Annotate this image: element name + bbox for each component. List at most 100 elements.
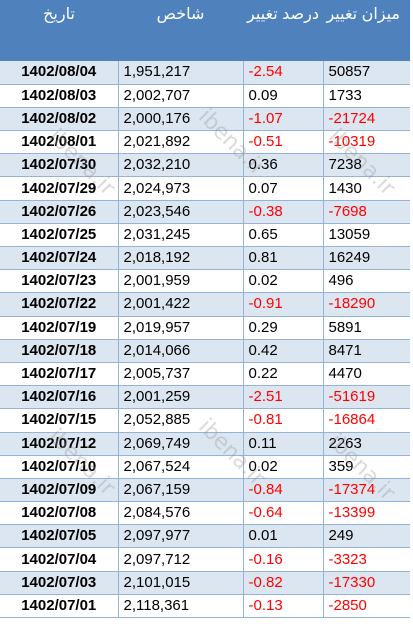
index-cell: 2,101,015 (117, 571, 243, 595)
date-cell: 1402/07/19 (0, 316, 118, 340)
table-row: 1402/07/09 2,067,159 -0.84 -17374 (0, 478, 410, 503)
index-cell: 2,014,066 (117, 339, 243, 363)
index-cell: 2,097,712 (117, 547, 243, 572)
change-amount-cell: 4470 (322, 362, 410, 387)
table-row: 1402/08/02 2,000,176 -1.07 -21724 (0, 107, 410, 132)
index-cell: 2,067,159 (117, 478, 243, 503)
change-amount-cell: 1430 (322, 176, 410, 201)
index-cell: 2,097,977 (117, 524, 243, 549)
table-row: 1402/07/17 2,005,737 0.22 4470 (0, 362, 410, 387)
change-amount-cell: -7698 (322, 200, 410, 224)
index-cell: 2,084,576 (117, 501, 243, 526)
change-amount-cell: -18290 (322, 292, 410, 317)
header-date: تاریخ (0, 0, 118, 61)
table-body: 1402/08/04 1,951,217 -2.54 50857 1402/08/03 2… (0, 61, 410, 619)
change-amount-cell: 16249 (322, 246, 410, 271)
header-index: شاخص (118, 0, 243, 61)
date-cell: 1402/07/03 (0, 571, 118, 595)
percent-change-cell: 0.81 (242, 246, 323, 271)
percent-change-cell: 0.29 (242, 316, 323, 340)
percent-change-cell: 0.09 (242, 84, 323, 108)
percent-change-cell: -0.91 (242, 292, 323, 317)
date-cell: 1402/07/23 (0, 269, 118, 294)
percent-change-cell: -0.84 (242, 478, 323, 503)
percent-change-cell: 0.42 (242, 339, 323, 363)
index-cell: 2,031,245 (117, 223, 243, 248)
index-cell: 2,001,259 (117, 385, 243, 410)
percent-change-cell: -0.38 (242, 200, 323, 224)
table-row: 1402/07/26 2,023,546 -0.38 -7698 (0, 200, 410, 224)
change-amount-cell: 496 (322, 269, 410, 294)
change-amount-cell: -51619 (322, 385, 410, 410)
date-cell: 1402/08/01 (0, 130, 118, 155)
header-percent-change: درصد تغییر (243, 0, 323, 61)
percent-change-cell: -1.07 (242, 107, 323, 132)
date-cell: 1402/07/16 (0, 385, 118, 410)
percent-change-cell: -0.82 (242, 571, 323, 595)
change-amount-cell: -17374 (322, 478, 410, 503)
date-cell: 1402/07/12 (0, 432, 118, 456)
index-cell: 2,019,957 (117, 316, 243, 340)
table-row: 1402/07/18 2,014,066 0.42 8471 (0, 339, 410, 363)
index-cell: 2,005,737 (117, 362, 243, 387)
percent-change-cell: -0.81 (242, 408, 323, 433)
percent-change-cell: 0.36 (242, 153, 323, 178)
percent-change-cell: -2.51 (242, 385, 323, 410)
change-amount-cell: 1733 (322, 84, 410, 108)
date-cell: 1402/07/10 (0, 455, 118, 479)
change-amount-cell: -2850 (322, 594, 410, 619)
index-cell: 2,018,192 (117, 246, 243, 271)
date-cell: 1402/07/24 (0, 246, 118, 271)
percent-change-cell: 0.11 (242, 432, 323, 456)
index-cell: 2,032,210 (117, 153, 243, 178)
change-amount-cell: 13059 (322, 223, 410, 248)
date-cell: 1402/07/29 (0, 176, 118, 201)
percent-change-cell: 0.01 (242, 524, 323, 549)
table-row: 1402/07/23 2,001,959 0.02 496 (0, 269, 410, 294)
date-cell: 1402/07/15 (0, 408, 118, 433)
index-cell: 2,001,422 (117, 292, 243, 317)
percent-change-cell: 0.02 (242, 269, 323, 294)
date-cell: 1402/08/02 (0, 107, 118, 132)
change-amount-cell: 50857 (322, 61, 410, 85)
change-amount-cell: 359 (322, 455, 410, 479)
index-cell: 2,023,546 (117, 200, 243, 224)
index-cell: 2,000,176 (117, 107, 243, 132)
date-cell: 1402/07/26 (0, 200, 118, 224)
index-cell: 2,118,361 (117, 594, 243, 619)
table-row: 1402/07/22 2,001,422 -0.91 -18290 (0, 292, 410, 317)
date-cell: 1402/07/18 (0, 339, 118, 363)
index-cell: 2,067,524 (117, 455, 243, 479)
change-amount-cell: 8471 (322, 339, 410, 363)
table-row: 1402/07/10 2,067,524 0.02 359 (0, 455, 410, 479)
change-amount-cell: 249 (322, 524, 410, 549)
change-amount-cell: 2263 (322, 432, 410, 456)
percent-change-cell: 0.02 (242, 455, 323, 479)
table-row: 1402/07/03 2,101,015 -0.82 -17330 (0, 571, 410, 595)
percent-change-cell: -0.51 (242, 130, 323, 155)
table-row: 1402/07/15 2,052,885 -0.81 -16864 (0, 408, 410, 433)
table-row: 1402/07/16 2,001,259 -2.51 -51619 (0, 385, 410, 410)
date-cell: 1402/07/25 (0, 223, 118, 248)
table-row: 1402/07/24 2,018,192 0.81 16249 (0, 246, 410, 271)
date-cell: 1402/07/17 (0, 362, 118, 387)
table-row: 1402/08/03 2,002,707 0.09 1733 (0, 84, 410, 108)
table-row: 1402/07/19 2,019,957 0.29 5891 (0, 316, 410, 340)
index-cell: 2,021,892 (117, 130, 243, 155)
change-amount-cell: -3323 (322, 547, 410, 572)
date-cell: 1402/07/05 (0, 524, 118, 549)
index-cell: 2,024,973 (117, 176, 243, 201)
change-amount-cell: 5891 (322, 316, 410, 340)
table-row: 1402/08/01 2,021,892 -0.51 -10319 (0, 130, 410, 155)
table-row: 1402/07/01 2,118,361 -0.13 -2850 (0, 594, 410, 619)
date-cell: 1402/07/30 (0, 153, 118, 178)
change-amount-cell: -17330 (322, 571, 410, 595)
change-amount-cell: -13399 (322, 501, 410, 526)
table-row: 1402/08/04 1,951,217 -2.54 50857 (0, 61, 410, 85)
date-cell: 1402/08/04 (0, 61, 118, 85)
percent-change-cell: -0.16 (242, 547, 323, 572)
date-cell: 1402/07/08 (0, 501, 118, 526)
header-row: تاریخ شاخص درصد تغییر میزان تغییر (0, 0, 410, 61)
